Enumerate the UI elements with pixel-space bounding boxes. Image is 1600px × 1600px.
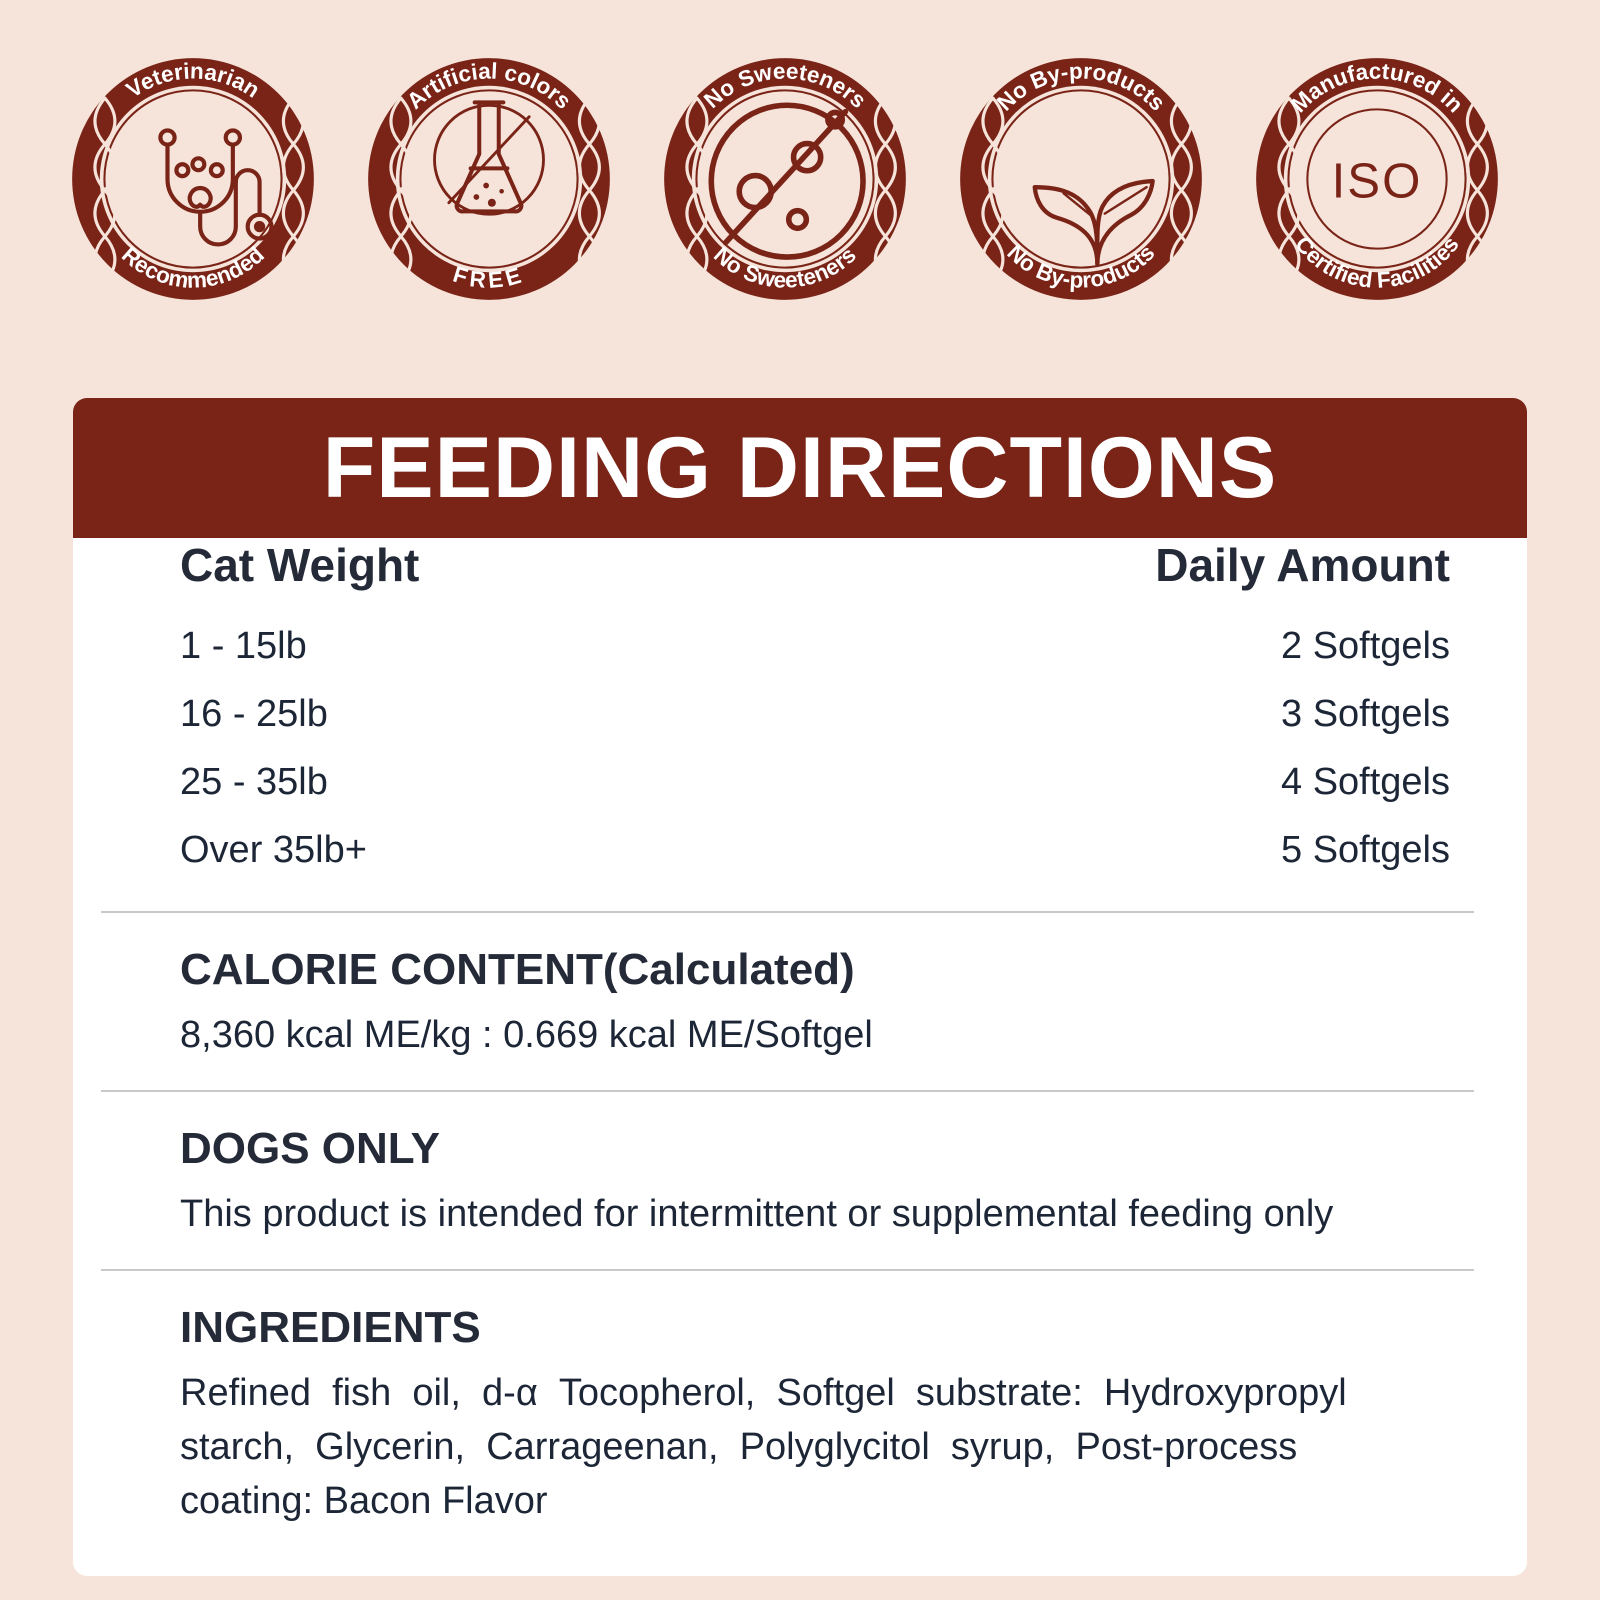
svg-text:ISO: ISO (1332, 153, 1423, 208)
